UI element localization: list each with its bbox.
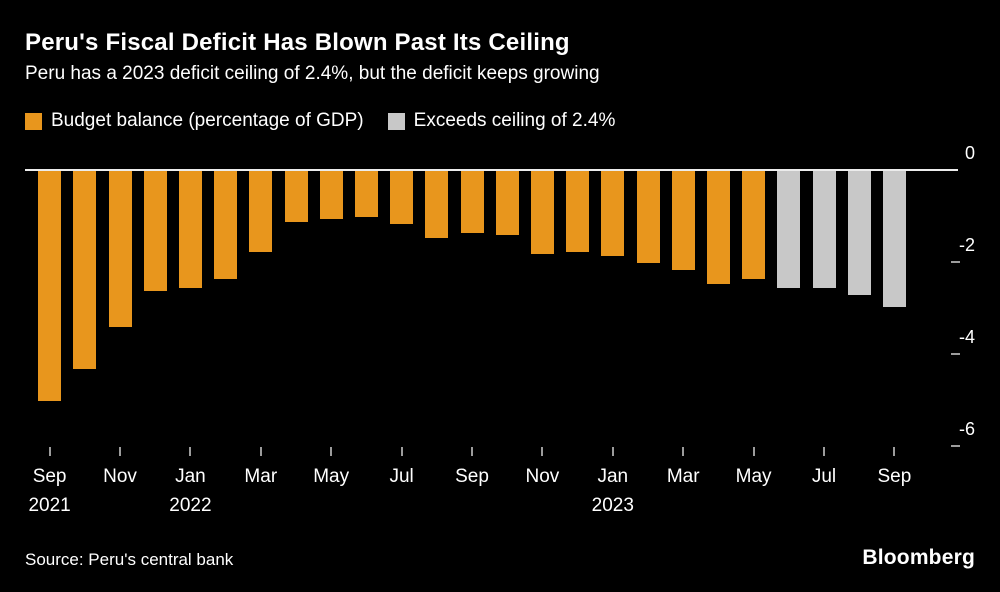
x-tick xyxy=(189,447,192,456)
y-axis-label--6: -6 xyxy=(958,419,975,439)
bar-may-2022 xyxy=(319,171,343,220)
bar-nov-2022 xyxy=(530,171,554,254)
y-axis-label-0: 0 xyxy=(964,143,975,163)
x-tick xyxy=(330,447,333,456)
x-axis-label-may-20: May xyxy=(735,466,772,487)
bar-sep-2023 xyxy=(882,171,906,307)
legend-label-exceeds-ceiling: Exceeds ceiling of 2.4% xyxy=(413,110,616,131)
bar-sep-2021 xyxy=(38,171,62,401)
x-axis-label-sep-24: Sep xyxy=(877,466,912,487)
bar-dec-2021 xyxy=(143,171,167,291)
x-axis-label-mar-18: Mar xyxy=(666,466,700,487)
x-axis-label-jan-4: Jan xyxy=(175,466,206,487)
bar-dec-2022 xyxy=(566,171,590,252)
zero-axis-line xyxy=(25,169,958,171)
bar-jul-2023 xyxy=(812,171,836,289)
bar-mar-2023 xyxy=(671,171,695,270)
legend-item-budget-balance: Budget balance (percentage of GDP) xyxy=(25,110,364,132)
x-axis-label-nov-14: Nov xyxy=(525,466,560,487)
legend-label-budget-balance: Budget balance (percentage of GDP) xyxy=(51,110,364,131)
x-tick xyxy=(682,447,685,456)
y-axis-label--2: -2 xyxy=(958,235,975,255)
bar-jun-2022 xyxy=(354,171,378,217)
x-axis-label-jul-10: Jul xyxy=(389,466,414,487)
legend-swatch-gray xyxy=(387,112,405,130)
year-label-2022: 2022 xyxy=(169,495,212,516)
x-axis-label-mar-6: Mar xyxy=(244,466,278,487)
bar-sep-2022 xyxy=(460,171,484,234)
bar-feb-2022 xyxy=(214,171,238,280)
legend: Budget balance (percentage of GDP) Excee… xyxy=(25,110,615,132)
chart-subtitle: Peru has a 2023 deficit ceiling of 2.4%,… xyxy=(25,63,600,84)
x-axis-label-jan-16: Jan xyxy=(597,466,629,487)
bar-jan-2022 xyxy=(178,171,202,289)
chart-title: Peru's Fiscal Deficit Has Blown Past Its… xyxy=(25,29,570,56)
x-axis-label-sep-0: Sep xyxy=(32,466,67,487)
legend-swatch-orange xyxy=(25,112,42,130)
bar-apr-2022 xyxy=(284,171,308,222)
bar-oct-2021 xyxy=(73,171,97,369)
y-axis-label--4: -4 xyxy=(958,327,975,347)
bar-plot-area xyxy=(32,171,912,451)
x-tick xyxy=(611,447,614,456)
bar-mar-2022 xyxy=(249,171,273,252)
y-tick xyxy=(951,445,960,447)
year-label-2021: 2021 xyxy=(28,495,71,516)
x-tick xyxy=(400,447,403,456)
x-tick xyxy=(752,447,755,456)
bar-aug-2023 xyxy=(847,171,871,296)
legend-item-exceeds-ceiling: Exceeds ceiling of 2.4% xyxy=(387,110,616,132)
bar-may-2023 xyxy=(742,171,766,280)
y-tick xyxy=(951,261,960,263)
bar-jan-2023 xyxy=(601,171,625,257)
bar-nov-2021 xyxy=(108,171,132,328)
x-tick xyxy=(119,447,121,456)
x-axis-label-sep-12: Sep xyxy=(455,466,489,487)
x-tick xyxy=(259,447,262,456)
bar-apr-2023 xyxy=(706,171,730,284)
bar-aug-2022 xyxy=(425,171,449,238)
x-axis-label-may-8: May xyxy=(313,466,350,487)
bar-jun-2023 xyxy=(777,171,801,289)
x-tick xyxy=(823,447,825,456)
source-text: Source: Peru's central bank xyxy=(25,550,234,569)
x-axis-label-jul-22: Jul xyxy=(811,466,837,487)
y-tick xyxy=(951,353,960,355)
x-tick xyxy=(48,447,51,456)
x-tick xyxy=(541,447,544,456)
year-label-2023: 2023 xyxy=(591,495,634,516)
x-axis-label-nov-2: Nov xyxy=(103,466,137,487)
bar-jul-2022 xyxy=(390,171,414,224)
bloomberg-logo: Bloomberg xyxy=(862,546,975,569)
bar-feb-2023 xyxy=(636,171,660,263)
x-tick xyxy=(471,447,473,456)
x-tick xyxy=(893,447,896,456)
bar-oct-2022 xyxy=(495,171,519,236)
